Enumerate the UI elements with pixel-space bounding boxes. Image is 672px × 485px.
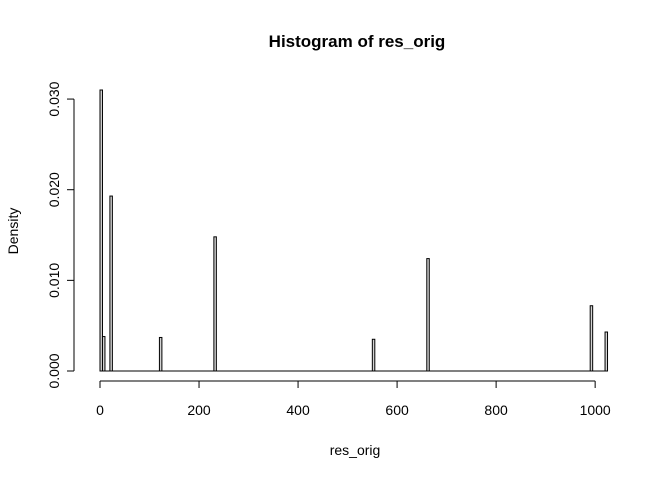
y-tick-label: 0.000 <box>46 353 62 388</box>
histogram-bar <box>99 89 103 372</box>
x-tick-label: 600 <box>385 402 409 418</box>
x-tick-label: 1000 <box>580 402 611 418</box>
x-tick-label: 400 <box>286 402 310 418</box>
histogram-bar <box>371 338 376 372</box>
y-axis-label: Density <box>5 208 21 255</box>
x-axis-label: res_orig <box>330 442 381 458</box>
bars-layer <box>99 89 609 372</box>
x-tick-label: 0 <box>96 402 104 418</box>
histogram-bar <box>589 305 594 372</box>
x-tick-label: 800 <box>484 402 508 418</box>
x-tick-label: 200 <box>187 402 211 418</box>
y-tick-label: 0.010 <box>46 263 62 298</box>
histogram-bar <box>158 336 163 372</box>
histogram-bar <box>604 331 609 372</box>
histogram-bar <box>426 258 430 372</box>
histogram-bar <box>213 236 217 372</box>
x-axis: 0 200 400 600 800 1000 <box>96 380 611 418</box>
y-tick-label: 0.030 <box>46 81 62 116</box>
chart-title: Histogram of res_orig <box>269 32 446 51</box>
y-axis: 0.000 0.010 0.020 0.030 <box>46 81 75 389</box>
y-tick-label: 0.020 <box>46 172 62 207</box>
histogram-bar <box>101 336 106 372</box>
histogram-bar <box>109 195 113 372</box>
